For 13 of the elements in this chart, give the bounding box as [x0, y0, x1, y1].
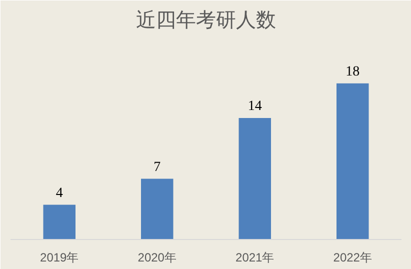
data-label: 4: [56, 186, 63, 201]
bar: [140, 178, 174, 240]
bar: [238, 118, 272, 240]
chart-title: 近四年考研人数: [136, 8, 276, 32]
bar: [43, 204, 76, 240]
data-label: 14: [248, 99, 262, 114]
x-tick-label: 2021年: [236, 250, 274, 264]
bar: [336, 83, 369, 240]
x-tick-label: 2020年: [138, 250, 176, 264]
data-label: 7: [154, 160, 161, 175]
data-label: 18: [346, 64, 360, 80]
x-tick-label: 2019年: [40, 250, 79, 264]
x-tick-label: 2022年: [333, 250, 372, 264]
